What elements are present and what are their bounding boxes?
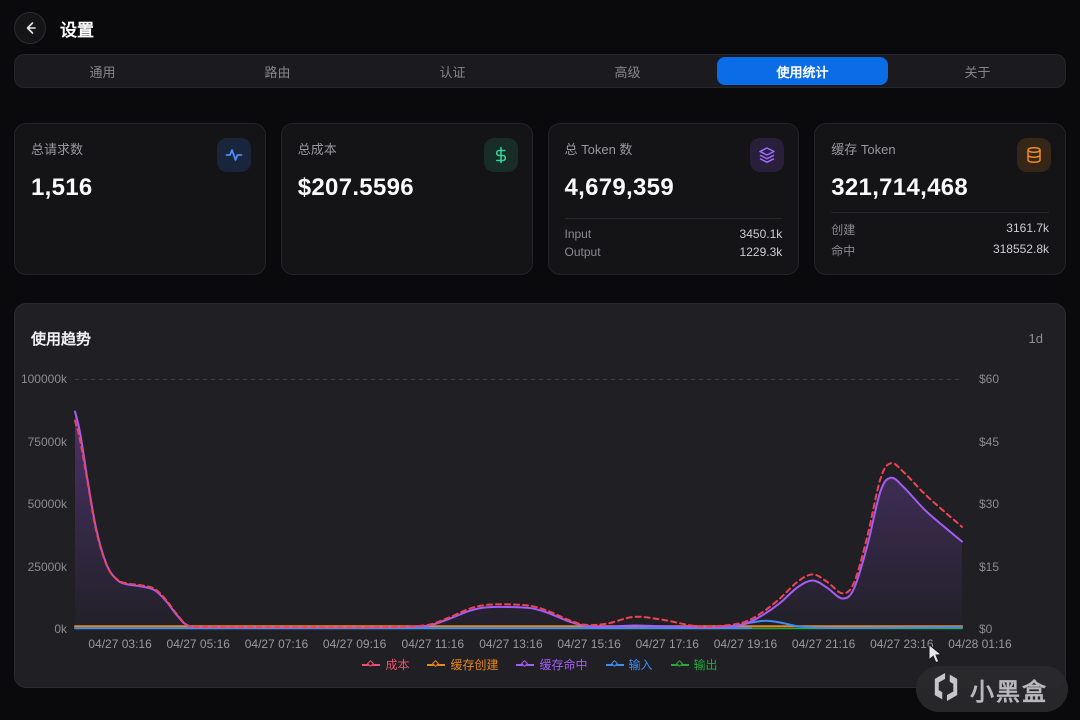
x-tick: 04/27 23:16 bbox=[870, 637, 934, 651]
tab-general[interactable]: 通用 bbox=[17, 57, 188, 85]
y-axis-right: $60 $45 $30 $15 $0 bbox=[979, 372, 1029, 636]
stat-card-label: 总成本 bbox=[297, 142, 337, 157]
legend-label: 缓存创建 bbox=[450, 658, 499, 672]
activity-icon bbox=[216, 138, 251, 172]
tab-usage-stats[interactable]: 使用统计 bbox=[717, 57, 888, 85]
database-icon bbox=[1017, 138, 1051, 172]
legend-marker-icon bbox=[605, 659, 624, 669]
y-axis-left: 100000k 75000k 50000k 25000k 0k bbox=[15, 372, 67, 636]
legend-marker-icon bbox=[362, 659, 381, 669]
y-tick: $0 bbox=[979, 622, 993, 636]
y-tick: $60 bbox=[979, 372, 1000, 386]
tab-routing[interactable]: 路由 bbox=[192, 57, 363, 85]
page-header: 设置 bbox=[14, 0, 1066, 54]
legend-item-cost[interactable]: 成本 bbox=[362, 656, 409, 673]
tab-auth[interactable]: 认证 bbox=[367, 57, 538, 85]
page-title: 设置 bbox=[60, 20, 94, 40]
legend-item-cache-hit[interactable]: 缓存命中 bbox=[516, 656, 588, 673]
arrow-left-icon bbox=[22, 20, 38, 36]
back-button[interactable] bbox=[14, 12, 46, 44]
y-tick: 50000k bbox=[27, 497, 67, 511]
legend-item-cache-create[interactable]: 缓存创建 bbox=[427, 656, 498, 673]
stat-card-total-requests: 总请求数 1,516 bbox=[14, 123, 266, 275]
time-range-selector[interactable]: 1d bbox=[1028, 331, 1043, 346]
stat-card-cache-tokens: 缓存 Token 321,714,468 创建 3161.7k 命中 31855… bbox=[814, 123, 1066, 275]
dollar-icon bbox=[483, 138, 518, 172]
legend-marker-icon bbox=[427, 659, 446, 669]
stat-row-label: 创建 bbox=[831, 223, 856, 237]
stat-card-value: 4,679,359 bbox=[564, 174, 674, 201]
stat-card-label: 总请求数 bbox=[31, 142, 84, 157]
y-tick: 25000k bbox=[27, 559, 67, 574]
stat-card-value: $207.5596 bbox=[297, 174, 414, 201]
y-tick: $15 bbox=[979, 559, 1000, 574]
tab-about[interactable]: 关于 bbox=[892, 57, 1063, 85]
stat-card-label: 总 Token 数 bbox=[564, 142, 633, 157]
stat-row-value: 3450.1k bbox=[739, 227, 783, 241]
layers-icon bbox=[750, 138, 785, 172]
x-tick: 04/27 21:16 bbox=[791, 637, 856, 651]
x-tick: 04/27 11:16 bbox=[401, 637, 465, 651]
legend-label: 成本 bbox=[385, 658, 410, 672]
y-tick: 75000k bbox=[27, 434, 67, 449]
tab-advanced[interactable]: 高级 bbox=[542, 57, 713, 85]
stat-row-value: 318552.8k bbox=[992, 242, 1049, 256]
stat-row-label: Input bbox=[564, 227, 592, 241]
stat-card-total-cost: 总成本 $207.5596 bbox=[280, 123, 533, 275]
y-tick: $45 bbox=[979, 434, 1000, 449]
x-tick: 04/27 19:16 bbox=[713, 637, 778, 651]
y-tick: 0k bbox=[54, 622, 67, 636]
stat-row-hits: 命中 318552.8k bbox=[831, 242, 1049, 259]
tab-bar: 通用 路由 认证 高级 使用统计 关于 bbox=[14, 54, 1066, 88]
watermark-text: 小黑盒 bbox=[970, 678, 1048, 706]
x-tick: 04/27 13:16 bbox=[479, 637, 543, 651]
plot-area[interactable] bbox=[74, 379, 963, 630]
stat-row-input: Input 3450.1k bbox=[565, 227, 783, 241]
stat-card-breakdown: 创建 3161.7k 命中 318552.8k bbox=[831, 212, 1049, 259]
stat-row-label: 命中 bbox=[831, 244, 856, 258]
legend-label: 输出 bbox=[693, 658, 718, 672]
legend-item-input[interactable]: 输入 bbox=[605, 656, 653, 673]
legend-label: 输入 bbox=[628, 658, 653, 672]
stat-card-total-tokens: 总 Token 数 4,679,359 Input 3450.1k Output… bbox=[547, 123, 800, 275]
y-tick: $30 bbox=[979, 497, 1000, 511]
stat-row-value: 3161.7k bbox=[1006, 221, 1049, 235]
x-tick: 04/27 17:16 bbox=[635, 637, 699, 651]
series-line-cost bbox=[74, 419, 963, 629]
legend-item-output[interactable]: 输出 bbox=[670, 656, 718, 673]
stat-card-value: 321,714,468 bbox=[831, 174, 969, 201]
stat-card-label: 缓存 Token bbox=[831, 142, 896, 157]
usage-chart-svg bbox=[74, 379, 963, 630]
chart-title: 使用趋势 bbox=[31, 331, 92, 348]
stat-row-created: 创建 3161.7k bbox=[831, 221, 1049, 238]
x-tick: 04/27 15:16 bbox=[557, 637, 621, 651]
x-tick: 04/27 03:16 bbox=[88, 637, 152, 651]
stat-row-output: Output 1229.3k bbox=[565, 245, 783, 259]
xiaoheihe-watermark: 小黑盒 bbox=[916, 666, 1068, 712]
series-line-cache-hit bbox=[74, 410, 963, 629]
x-tick: 04/27 05:16 bbox=[166, 637, 230, 651]
y-tick: 100000k bbox=[20, 372, 67, 386]
x-tick: 04/27 07:16 bbox=[244, 637, 309, 651]
stat-row-label: Output bbox=[564, 245, 601, 259]
legend-marker-icon bbox=[670, 659, 689, 669]
legend-label: 缓存命中 bbox=[539, 658, 588, 672]
usage-trend-card: 使用趋势 1d 100000k 75000k 50000k 25000k 0k $60 $… bbox=[14, 303, 1066, 688]
stat-card-value: 1,516 bbox=[31, 174, 93, 201]
x-axis: 04/27 03:16 04/27 05:16 04/27 07:16 04/27 0… bbox=[81, 637, 1019, 651]
stat-row-value: 1229.3k bbox=[739, 245, 783, 259]
xiaoheihe-logo-icon bbox=[932, 672, 960, 707]
x-tick: 04/27 09:16 bbox=[322, 637, 387, 651]
stat-card-breakdown: Input 3450.1k Output 1229.3k bbox=[564, 218, 783, 259]
x-tick: 04/28 01:16 bbox=[948, 637, 1012, 651]
mouse-cursor bbox=[928, 643, 943, 669]
series-line-input bbox=[74, 619, 963, 630]
legend-marker-icon bbox=[516, 659, 535, 669]
chart-legend: 成本 缓存创建 缓存命中 输入 输出 bbox=[15, 656, 1065, 673]
stats-row: 总请求数 1,516 总成本 $207.5596 总 Token 数 4,679… bbox=[14, 123, 1066, 275]
